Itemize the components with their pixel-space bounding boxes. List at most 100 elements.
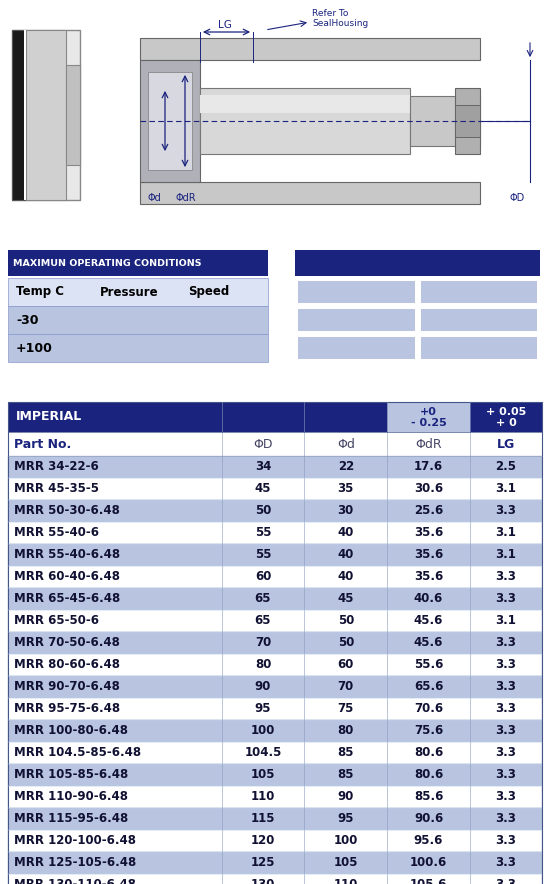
Text: 100: 100 — [251, 725, 275, 737]
Text: MRR 125-105-6.48: MRR 125-105-6.48 — [14, 857, 136, 870]
Text: SealHousing: SealHousing — [312, 19, 368, 28]
Text: 55: 55 — [255, 548, 271, 561]
Text: 95: 95 — [255, 703, 271, 715]
Text: IMPERIAL: IMPERIAL — [16, 410, 82, 423]
Text: 45: 45 — [255, 483, 271, 496]
Text: 3.3: 3.3 — [496, 570, 516, 583]
Text: MRR 45-35-5: MRR 45-35-5 — [14, 483, 99, 496]
Text: 60: 60 — [338, 659, 354, 672]
Text: MRR 130-110-6.48: MRR 130-110-6.48 — [14, 879, 136, 884]
Bar — [8, 306, 268, 334]
Bar — [24, 30, 26, 200]
Text: 105: 105 — [333, 857, 358, 870]
Text: 30.6: 30.6 — [414, 483, 443, 496]
Text: 45: 45 — [338, 592, 354, 606]
Text: 3.1: 3.1 — [496, 483, 516, 496]
Text: 40.6: 40.6 — [414, 592, 443, 606]
Bar — [12, 30, 80, 200]
Text: LG: LG — [497, 438, 515, 451]
Text: 85: 85 — [338, 746, 354, 759]
Bar — [8, 278, 268, 306]
Text: 115: 115 — [251, 812, 275, 826]
Text: 3.3: 3.3 — [496, 790, 516, 804]
Bar — [8, 654, 542, 676]
Text: 130: 130 — [251, 879, 275, 884]
Text: 70: 70 — [255, 636, 271, 650]
Bar — [200, 95, 410, 113]
Text: MRR 100-80-6.48: MRR 100-80-6.48 — [14, 725, 128, 737]
Text: 80: 80 — [338, 725, 354, 737]
Text: 55: 55 — [255, 527, 271, 539]
Bar — [8, 852, 542, 874]
Text: 120: 120 — [251, 834, 275, 848]
Bar — [200, 88, 410, 154]
Text: 3.3: 3.3 — [496, 659, 516, 672]
Text: 45.6: 45.6 — [414, 614, 443, 628]
Bar — [8, 432, 542, 456]
Text: 55.6: 55.6 — [414, 659, 443, 672]
Bar — [8, 786, 542, 808]
Text: ΦD: ΦD — [510, 193, 525, 203]
Text: 80.6: 80.6 — [414, 768, 443, 781]
Text: 80: 80 — [255, 659, 271, 672]
Bar — [8, 500, 542, 522]
Text: 90: 90 — [255, 681, 271, 694]
Bar — [8, 250, 268, 276]
Bar — [26, 30, 66, 200]
Text: + 0: + 0 — [496, 418, 516, 428]
Text: +100: +100 — [16, 341, 53, 354]
Bar — [140, 60, 200, 182]
Bar — [298, 281, 415, 303]
Text: 110: 110 — [333, 879, 358, 884]
Bar — [421, 281, 537, 303]
Text: 100.6: 100.6 — [410, 857, 447, 870]
Text: MRR 104.5-85-6.48: MRR 104.5-85-6.48 — [14, 746, 141, 759]
Text: Pressure: Pressure — [100, 286, 158, 299]
Text: 105: 105 — [251, 768, 275, 781]
Text: Φd: Φd — [337, 438, 355, 451]
Text: 40: 40 — [338, 570, 354, 583]
Bar — [8, 742, 542, 764]
Text: - 0.25: - 0.25 — [411, 418, 447, 428]
Text: 3.3: 3.3 — [496, 768, 516, 781]
Text: ΦdR: ΦdR — [175, 193, 196, 203]
Text: MRR 115-95-6.48: MRR 115-95-6.48 — [14, 812, 128, 826]
Text: 95: 95 — [338, 812, 354, 826]
Text: 70.6: 70.6 — [414, 703, 443, 715]
Text: 65.6: 65.6 — [414, 681, 443, 694]
Text: + 0.05: + 0.05 — [486, 407, 526, 417]
Text: -30: -30 — [16, 314, 39, 326]
Text: ΦD: ΦD — [253, 438, 273, 451]
Text: 3.3: 3.3 — [496, 725, 516, 737]
Bar — [8, 402, 387, 432]
Text: 90: 90 — [338, 790, 354, 804]
Text: MRR 60-40-6.48: MRR 60-40-6.48 — [14, 570, 120, 583]
Text: ΦdR: ΦdR — [415, 438, 442, 451]
Text: 75: 75 — [338, 703, 354, 715]
Text: 3.1: 3.1 — [496, 614, 516, 628]
Text: MAXIMUN OPERATING CONDITIONS: MAXIMUN OPERATING CONDITIONS — [13, 258, 201, 268]
Bar — [140, 182, 480, 204]
Text: 40: 40 — [338, 527, 354, 539]
Text: 80.6: 80.6 — [414, 746, 443, 759]
Text: 75.6: 75.6 — [414, 725, 443, 737]
Text: Temp C: Temp C — [16, 286, 64, 299]
Text: 3.1: 3.1 — [496, 548, 516, 561]
Bar — [12, 30, 26, 200]
Text: 25.6: 25.6 — [414, 505, 443, 517]
Bar — [140, 38, 480, 60]
Bar — [387, 402, 470, 432]
Text: 110: 110 — [251, 790, 275, 804]
Text: MRR 65-45-6.48: MRR 65-45-6.48 — [14, 592, 120, 606]
Text: 3.3: 3.3 — [496, 834, 516, 848]
Text: 35: 35 — [338, 483, 354, 496]
Text: Part No.: Part No. — [14, 438, 72, 451]
Bar — [421, 337, 537, 359]
Text: 65: 65 — [255, 592, 271, 606]
Text: 45.6: 45.6 — [414, 636, 443, 650]
Text: 105.6: 105.6 — [410, 879, 447, 884]
Bar — [298, 337, 415, 359]
Text: 3.1: 3.1 — [496, 527, 516, 539]
Text: Refer To: Refer To — [312, 10, 348, 19]
Bar — [8, 566, 542, 588]
